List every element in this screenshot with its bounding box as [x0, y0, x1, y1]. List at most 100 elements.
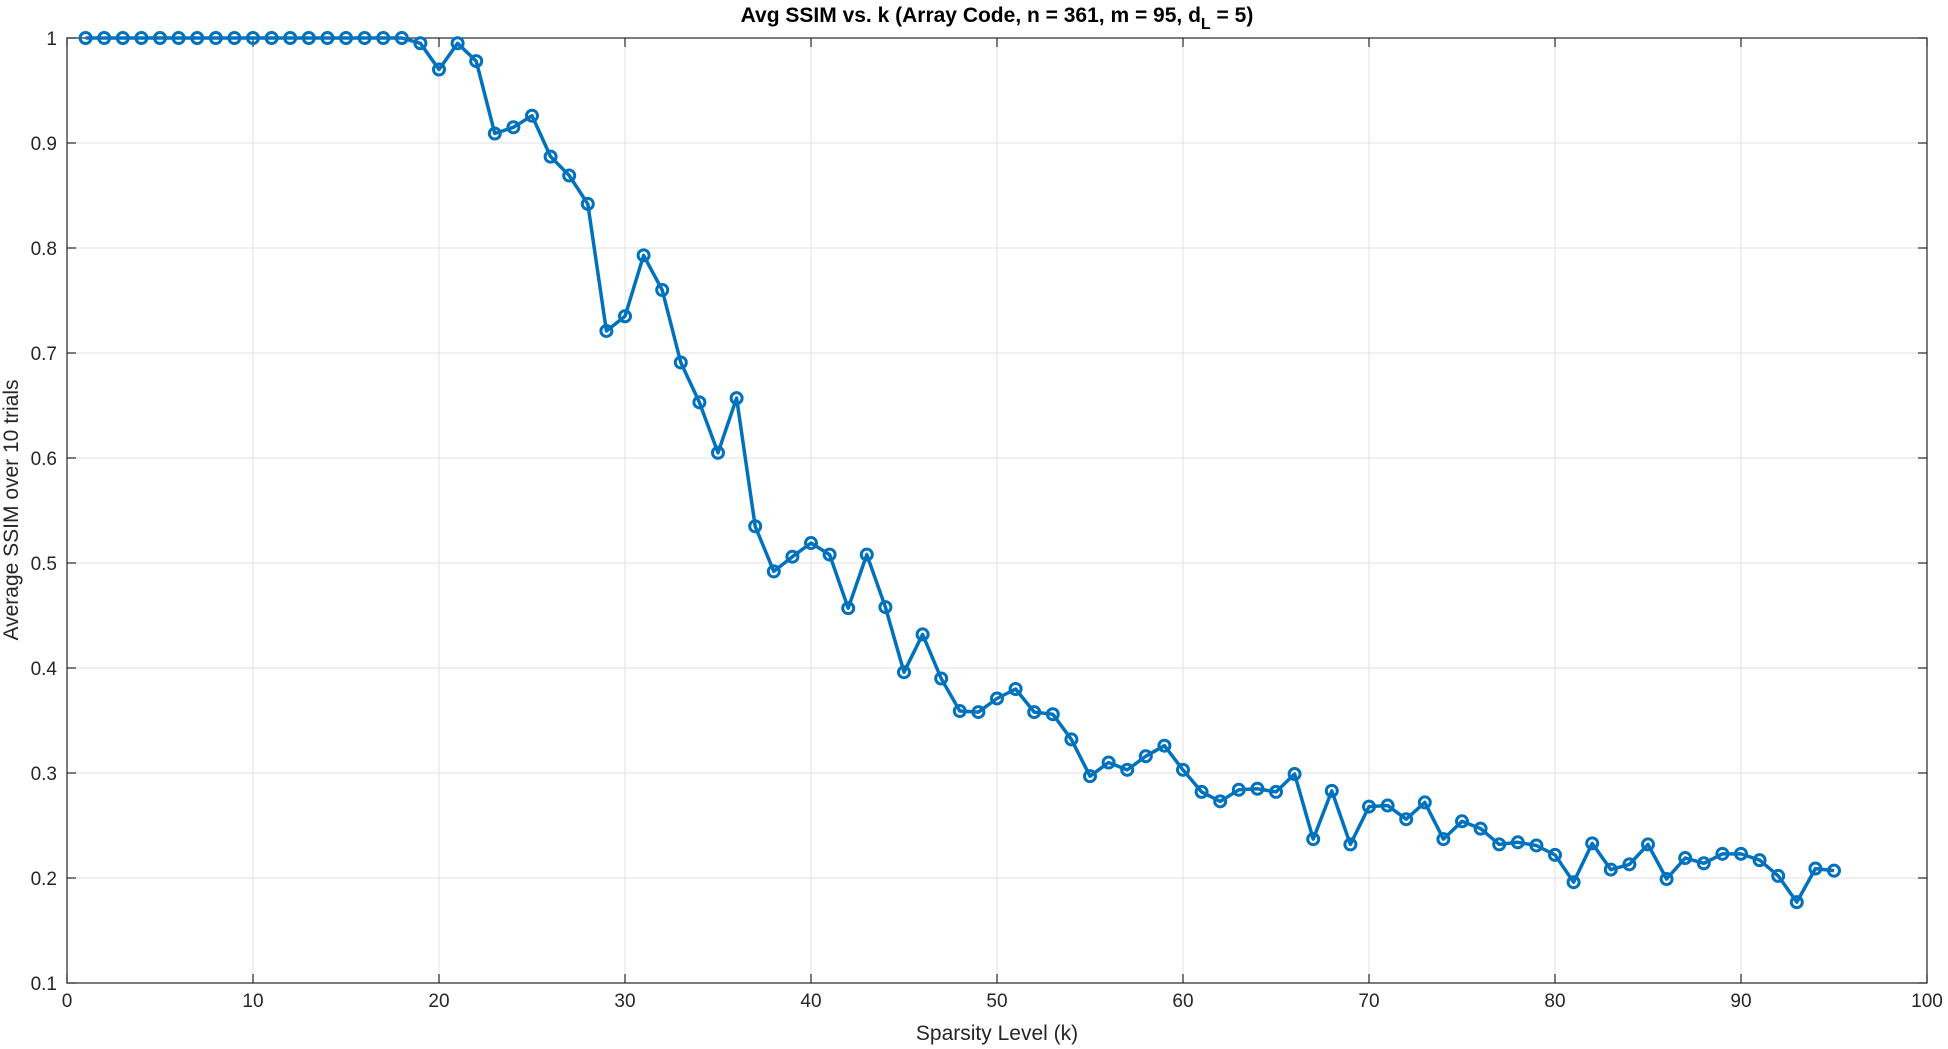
data-point — [618, 309, 632, 324]
data-point — [1585, 836, 1600, 851]
data-point — [1808, 861, 1823, 876]
data-point — [1715, 846, 1730, 861]
data-point — [506, 120, 521, 135]
data-point — [487, 126, 502, 141]
y-tick-label: 0.3 — [31, 764, 57, 785]
data-point — [841, 601, 856, 616]
x-tick-label: 0 — [62, 991, 73, 1012]
data-point — [766, 564, 781, 579]
y-tick-label: 0.2 — [31, 869, 57, 890]
data-point — [1362, 799, 1376, 814]
data-point — [1603, 862, 1618, 877]
data-point — [543, 149, 558, 164]
x-tick-label: 20 — [428, 991, 449, 1012]
x-tick-label: 90 — [1730, 991, 1751, 1012]
x-tick-label: 60 — [1172, 991, 1193, 1012]
data-point — [1176, 762, 1190, 777]
data-point — [1696, 856, 1711, 871]
data-point — [562, 168, 577, 183]
x-tick-label: 40 — [800, 991, 821, 1012]
data-point — [1287, 767, 1302, 782]
data-point — [1343, 837, 1358, 852]
data-point — [785, 549, 800, 564]
data-point — [636, 248, 651, 263]
chart-title: Avg SSIM vs. k (Array Code, n = 361, m =… — [741, 4, 1254, 33]
data-point — [525, 108, 539, 123]
data-point — [729, 391, 744, 406]
data-point — [1213, 794, 1228, 809]
data-point — [1417, 795, 1432, 810]
data-point — [394, 31, 409, 45]
data-point — [1101, 755, 1116, 770]
data-point — [1269, 784, 1283, 799]
y-tick-label: 0.4 — [31, 659, 58, 680]
data-point — [115, 31, 130, 45]
data-point — [878, 600, 893, 615]
data-point — [822, 547, 837, 562]
data-point — [599, 323, 614, 338]
data-point — [264, 31, 279, 45]
series — [78, 31, 1841, 910]
data-point — [952, 704, 967, 719]
data-point — [208, 31, 223, 45]
data-point — [1027, 705, 1042, 720]
data-point — [450, 36, 465, 51]
data-point — [1231, 782, 1246, 797]
data-point — [1138, 749, 1153, 764]
data-point — [711, 445, 725, 460]
data-point — [413, 36, 428, 51]
data-point — [1157, 738, 1172, 753]
data-point — [915, 627, 930, 642]
data-point — [339, 31, 353, 45]
data-point — [1492, 837, 1507, 852]
data-point — [1510, 835, 1525, 850]
x-tick-label: 100 — [1911, 991, 1943, 1012]
data-point — [1789, 895, 1804, 910]
data-point — [1641, 837, 1655, 852]
y-axis-label: Average SSIM over 10 trials — [0, 379, 23, 640]
data-point — [78, 31, 93, 45]
data-point — [1380, 798, 1395, 813]
data-point — [97, 31, 112, 45]
data-point — [990, 691, 1004, 706]
data-point — [153, 31, 167, 45]
data-point — [1083, 769, 1097, 784]
data-point — [283, 31, 298, 45]
data-point — [134, 31, 149, 45]
x-axis-ticks: 0 10 20 30 40 50 60 70 80 90 100 — [62, 38, 1943, 1012]
data-point — [246, 31, 260, 45]
data-point — [934, 671, 949, 686]
data-point — [1399, 812, 1414, 827]
y-tick-label: 0.9 — [31, 134, 57, 155]
y-tick-label: 0.7 — [31, 344, 57, 365]
data-point — [655, 283, 670, 297]
data-point — [1752, 853, 1767, 868]
data-point — [1436, 832, 1451, 847]
y-tick-label: 0.8 — [31, 239, 57, 260]
data-point — [1194, 784, 1209, 799]
data-point — [748, 519, 763, 534]
data-point — [1529, 838, 1544, 853]
y-axis-ticks: 0.1 0.2 0.3 0.4 0.5 0.6 0.7 0.8 0.9 1 — [31, 29, 1927, 995]
y-tick-label: 0.5 — [31, 554, 57, 575]
data-point — [1771, 868, 1786, 883]
chart-title-subscript: L — [1201, 16, 1211, 33]
data-point — [1548, 847, 1562, 862]
data-point — [1455, 814, 1469, 829]
data-point — [1008, 682, 1023, 696]
x-tick-label: 50 — [986, 991, 1007, 1012]
data-point — [692, 395, 707, 410]
data-point — [804, 536, 818, 551]
data-point — [1827, 863, 1841, 878]
data-point — [376, 31, 391, 45]
data-point — [1473, 821, 1488, 836]
data-point — [190, 31, 205, 45]
x-tick-label: 70 — [1358, 991, 1379, 1012]
data-point — [1566, 875, 1581, 890]
data-point — [227, 31, 242, 45]
data-point — [1064, 732, 1079, 747]
data-point — [859, 547, 874, 562]
data-point — [1622, 857, 1637, 872]
